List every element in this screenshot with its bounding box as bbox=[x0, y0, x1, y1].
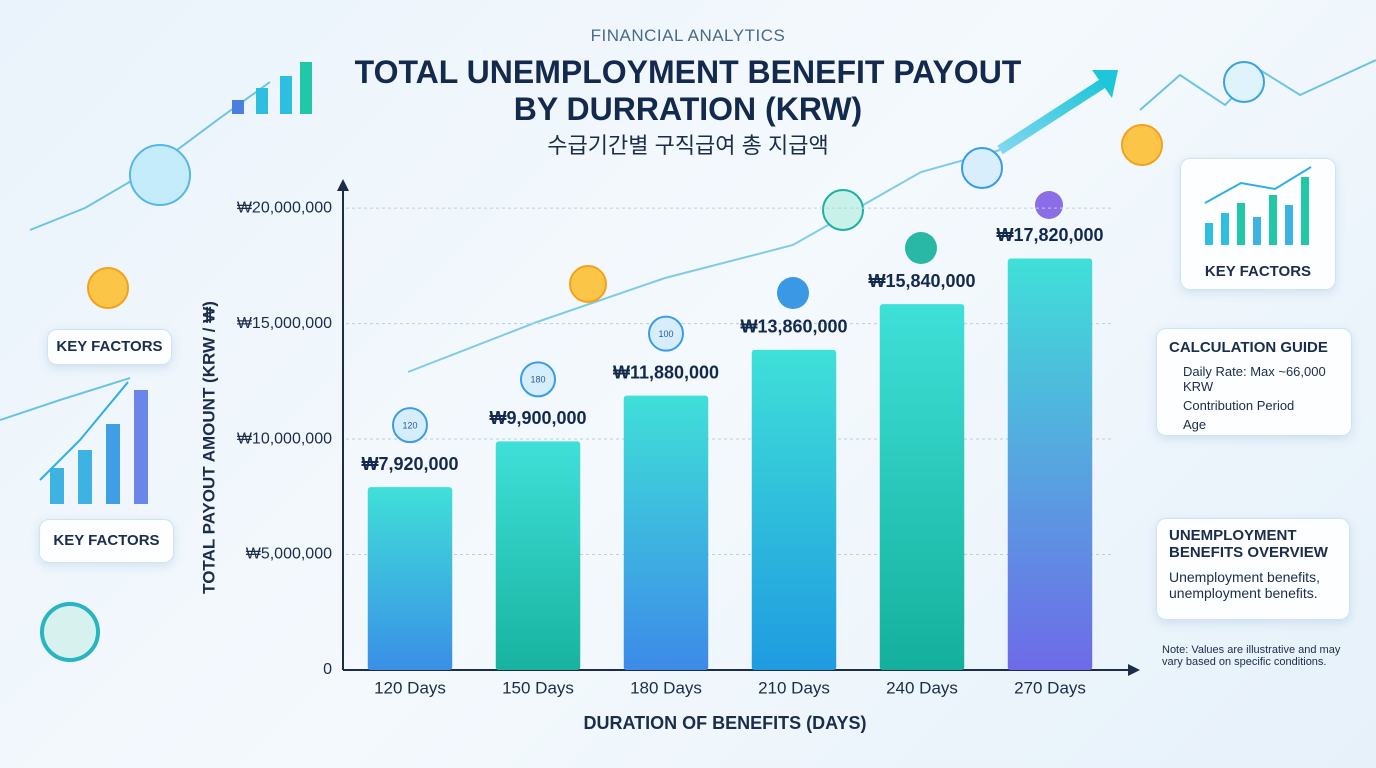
key-factors-panel: KEY FACTORS bbox=[39, 519, 174, 563]
guide-item: Contribution Period bbox=[1183, 398, 1295, 413]
icon-label: 120 bbox=[402, 420, 417, 430]
icon bbox=[648, 315, 684, 352]
bar bbox=[495, 441, 581, 670]
key-factors-panel: KEY FACTORS bbox=[47, 329, 172, 365]
icon-label: 180 bbox=[530, 375, 545, 385]
y-tick-label: ₩15,000,000 bbox=[237, 315, 332, 332]
icon bbox=[392, 407, 428, 444]
x-tick-label: 150 Days bbox=[502, 678, 574, 697]
bar bbox=[367, 487, 453, 670]
x-tick-label: 120 Days bbox=[374, 678, 446, 697]
panel-text: Unemployment benefits, unemployment bene… bbox=[1169, 569, 1320, 601]
x-axis-arrow bbox=[1128, 664, 1140, 676]
x-tick-label: 210 Days bbox=[758, 678, 830, 697]
icon-label: 100 bbox=[658, 329, 673, 339]
value-label: ₩7,920,000 bbox=[361, 454, 458, 474]
chart-subtitle: 수급기간별 구직급여 총 지급액 bbox=[547, 133, 829, 158]
x-tick-label: 270 Days bbox=[1014, 678, 1086, 697]
icon bbox=[520, 361, 556, 398]
bar bbox=[1007, 258, 1093, 670]
guide-item: Daily Rate: Max ~66,000 KRW bbox=[1183, 364, 1326, 394]
panel-title: UNEMPLOYMENT BENEFITS OVERVIEW bbox=[1169, 527, 1328, 561]
panel-title: CALCULATION GUIDE bbox=[1169, 339, 1328, 356]
bar bbox=[751, 349, 837, 670]
value-label: ₩13,860,000 bbox=[740, 317, 847, 337]
guide-item: Age bbox=[1183, 417, 1207, 432]
value-label: ₩11,880,000 bbox=[613, 362, 719, 382]
y-tick-label: ₩5,000,000 bbox=[246, 546, 332, 563]
x-tick-label: 180 Days bbox=[630, 678, 702, 697]
mini-chart bbox=[1204, 166, 1312, 245]
decoration bbox=[0, 59, 1376, 662]
y-tick-label: ₩20,000,000 bbox=[237, 199, 332, 216]
value-label: ₩17,820,000 bbox=[996, 225, 1103, 245]
value-label: ₩15,840,000 bbox=[868, 271, 975, 291]
overview-panel: UNEMPLOYMENT BENEFITS OVERVIEW Unemploym… bbox=[1156, 518, 1350, 620]
bar bbox=[879, 304, 965, 670]
chart-title: TOTAL UNEMPLOYMENT BENEFIT PAYOUT BY DUR… bbox=[354, 54, 1022, 127]
y-tick-label: 0 bbox=[323, 661, 332, 678]
y-axis-title: TOTAL PAYOUT AMOUNT (KRW / ₩) bbox=[199, 301, 218, 594]
value-label: ₩9,900,000 bbox=[489, 408, 586, 428]
y-axis-arrow bbox=[337, 179, 349, 191]
note: Note: Values are illustrative and may va… bbox=[1162, 644, 1341, 668]
key-factors-card: KEY FACTORS bbox=[1180, 158, 1336, 290]
plot-area: 0 ₩5,000,000 ₩10,000,000 ₩15,000,000 ₩20,000… bbox=[199, 179, 1140, 733]
x-axis-title: DURATION OF BENEFITS (DAYS) bbox=[583, 713, 866, 733]
kicker: FINANCIAL ANALYTICS bbox=[590, 26, 786, 45]
bar bbox=[623, 395, 709, 670]
guide-panel: CALCULATION GUIDE Daily Rate: Max ~66,00… bbox=[1156, 328, 1352, 436]
panel-title: KEY FACTORS bbox=[1204, 263, 1312, 280]
y-tick-label: ₩10,000,000 bbox=[237, 430, 332, 447]
x-tick-label: 240 Days bbox=[886, 678, 958, 697]
